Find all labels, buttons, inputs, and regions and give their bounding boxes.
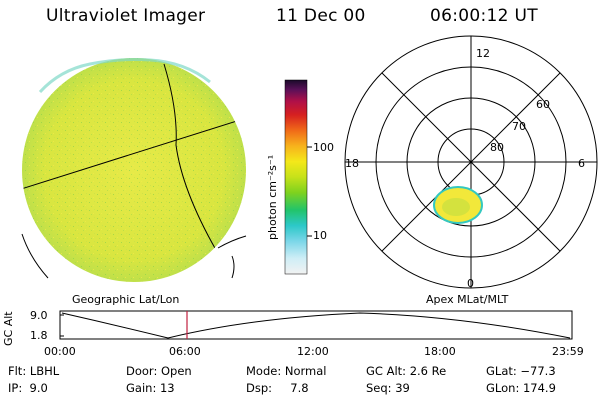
- colorbar: [284, 79, 312, 275]
- timeline-xtick-1200: 12:00: [297, 345, 329, 358]
- colorbar-tick-10: 10: [313, 229, 327, 242]
- timeline-xtick-2359: 23:59: [552, 345, 584, 358]
- status-ip: IP: 9.0: [8, 381, 48, 395]
- status-glon: GLon: 174.9: [486, 381, 556, 395]
- mlt-label-0: 0: [467, 277, 474, 290]
- timeline-xtick-0000: 00:00: [44, 345, 76, 358]
- status-gain: Gain: 13: [126, 381, 175, 395]
- polar-plot: [344, 35, 598, 289]
- status-door: Door: Open: [126, 364, 192, 378]
- mlat-label-80: 80: [490, 141, 504, 154]
- instrument-title: Ultraviolet Imager: [46, 6, 206, 26]
- status-glat: GLat: −77.3: [486, 364, 556, 378]
- geographic-panel-label: Geographic Lat/Lon: [72, 293, 180, 306]
- grid-arc-right: [217, 235, 247, 249]
- longitude-line: [163, 63, 217, 251]
- geographic-image-panel: [21, 58, 247, 282]
- time-label: 06:00:12 UT: [430, 6, 538, 26]
- timeline-xtick-1800: 18:00: [424, 345, 456, 358]
- timeline-ytick-high: 9.0: [30, 309, 48, 322]
- timeline-ylabel: GC Alt: [2, 311, 15, 346]
- colorbar-tick-100: 100: [313, 141, 334, 154]
- status-seq: Seq: 39: [366, 381, 410, 395]
- grid-arc-bottom: [231, 255, 235, 279]
- mlt-label-18: 18: [345, 157, 359, 170]
- timeline-ytick-low: 1.8: [30, 329, 48, 342]
- status-filter: Flt: LBHL: [8, 364, 60, 378]
- mlt-label-12: 12: [476, 47, 490, 60]
- status-mode: Mode: Normal: [246, 364, 327, 378]
- latitude-line: [22, 119, 241, 191]
- timeline-plot: [59, 310, 573, 340]
- grid-arc-left: [21, 233, 49, 279]
- date-label: 11 Dec 00: [276, 6, 366, 26]
- limb-glow: [38, 58, 211, 94]
- mlat-label-70: 70: [512, 120, 526, 133]
- timeline-xtick-0600: 06:00: [169, 345, 201, 358]
- mlt-diagonal-2: [381, 72, 561, 252]
- status-dsp: Dsp: 7.8: [246, 381, 309, 395]
- mlt-label-6: 6: [578, 157, 585, 170]
- altitude-curve: [61, 312, 571, 339]
- apex-panel-label: Apex MLat/MLT: [426, 293, 509, 306]
- status-gc-alt: GC Alt: 2.6 Re: [366, 364, 447, 378]
- colorbar-label: photon cm⁻²s⁻¹: [266, 154, 279, 240]
- mlat-label-60: 60: [536, 98, 550, 111]
